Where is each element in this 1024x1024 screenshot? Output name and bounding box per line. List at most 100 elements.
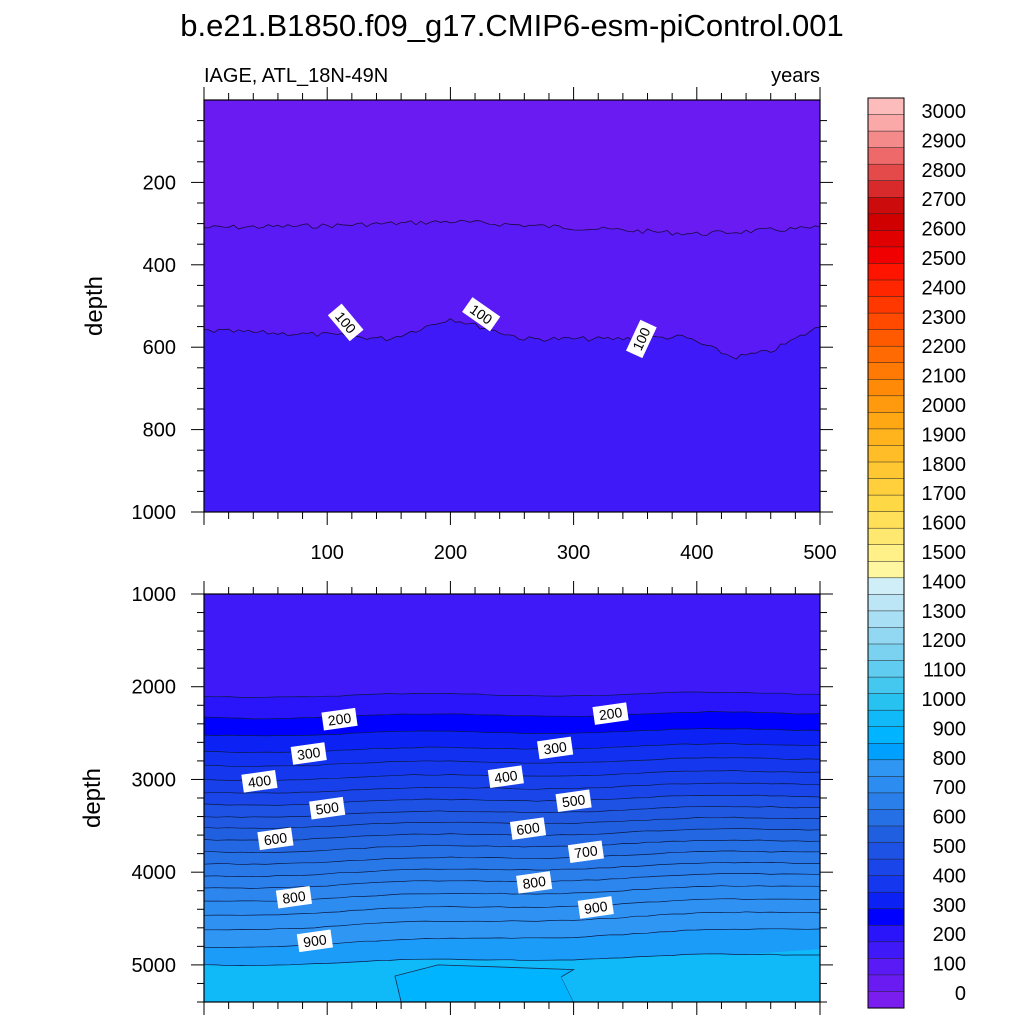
contour-label-text: 200 xyxy=(598,704,624,723)
colorbar-box xyxy=(867,958,905,976)
x-tick-label: 200 xyxy=(434,542,467,564)
colorbar-label: 0 xyxy=(955,983,966,1005)
colorbar-box xyxy=(867,594,905,612)
colorbar-box xyxy=(867,776,905,794)
colorbar-box xyxy=(867,279,905,298)
y-tick-label: 3000 xyxy=(132,769,177,791)
contour-label: 200 xyxy=(592,702,629,725)
colorbar-label: 1900 xyxy=(922,424,967,446)
colorbar-label: 2200 xyxy=(922,336,967,358)
colorbar-label: 1500 xyxy=(922,542,967,564)
contour-label: 800 xyxy=(275,885,313,909)
colorbar-box xyxy=(867,345,905,364)
colorbar-label: 1800 xyxy=(922,454,967,476)
colorbar-label: 1300 xyxy=(922,601,967,623)
colorbar-box xyxy=(867,428,905,447)
lower-contour-line xyxy=(203,794,821,806)
contour-label-box xyxy=(626,319,657,359)
contour-label: 500 xyxy=(309,796,346,820)
x-tick-label: 500 xyxy=(803,542,836,564)
colorbar-label: 600 xyxy=(933,807,966,829)
colorbar-box xyxy=(867,991,905,1009)
colorbar-label: 1600 xyxy=(922,513,967,535)
colorbar-box xyxy=(867,891,905,910)
colorbar-box xyxy=(867,197,905,215)
colorbar-label: 1700 xyxy=(922,483,967,505)
contour-label: 300 xyxy=(537,736,574,760)
colorbar-box xyxy=(867,908,905,926)
lower-contour-line xyxy=(203,782,820,794)
lower-band xyxy=(204,594,820,698)
contour-label: 600 xyxy=(509,817,547,840)
contour-label: 900 xyxy=(577,896,614,919)
colorbar-box xyxy=(867,296,905,314)
contour-label: 600 xyxy=(257,827,294,851)
y-tick-label: 2000 xyxy=(132,677,177,699)
colorbar-box xyxy=(867,660,905,678)
colorbar-box xyxy=(867,494,905,513)
y-tick-label: 4000 xyxy=(132,862,177,884)
contour-label-box xyxy=(321,707,358,731)
colorbar-label: 1100 xyxy=(923,660,966,682)
contour-label-box xyxy=(462,297,501,332)
contour-label: 700 xyxy=(567,840,605,864)
upper-contour-line xyxy=(203,318,821,360)
x-tick-label: 300 xyxy=(557,542,590,564)
lower-contour-line xyxy=(203,898,821,916)
lower-contour-line xyxy=(203,861,821,877)
colorbar-label: 1000 xyxy=(922,689,967,711)
colorbar-box xyxy=(867,676,905,695)
contour-label-box xyxy=(257,827,294,851)
contour-label-box xyxy=(567,840,605,864)
colorbar-label: 2500 xyxy=(922,248,967,270)
colorbar-box xyxy=(867,858,905,877)
colorbar-box xyxy=(867,577,905,595)
colorbar-box xyxy=(867,527,905,546)
contour-label-box xyxy=(296,929,333,953)
colorbar-box xyxy=(867,130,905,149)
colorbar: 0 100 200 300 400 500 600 700 800 900 1000 1100 1200… xyxy=(867,97,967,1009)
lower-contour-line xyxy=(204,911,821,931)
contour-label-text: 200 xyxy=(327,710,353,729)
colorbar-box xyxy=(867,792,905,811)
contour-label-text: 800 xyxy=(521,873,547,892)
colorbar-box xyxy=(867,743,905,761)
colorbar-label: 2900 xyxy=(922,130,967,152)
lower-panel: 200 200 300 300 400 400 500 500 600 600 700 800 800 9… xyxy=(132,581,833,1015)
colorbar-label: 2600 xyxy=(922,219,967,241)
lower-contour-line xyxy=(203,757,821,768)
colorbar-box xyxy=(867,213,905,231)
lower-contour-line xyxy=(203,711,821,720)
contour-label-text: 400 xyxy=(247,772,273,791)
colorbar-box xyxy=(867,180,905,198)
contour-label: 800 xyxy=(516,871,553,894)
colorbar-box xyxy=(867,395,905,413)
lower-contour-line xyxy=(203,691,821,698)
colorbar-box xyxy=(867,163,905,182)
colorbar-box xyxy=(867,693,905,711)
contour-label-box xyxy=(487,765,524,788)
colorbar-box xyxy=(867,627,905,645)
contour-label: 400 xyxy=(487,765,524,788)
colorbar-box xyxy=(867,842,905,860)
contour-label: 900 xyxy=(296,929,333,953)
contour-label-box xyxy=(509,817,547,840)
upper-band xyxy=(204,100,820,236)
contour-label-box xyxy=(577,896,614,919)
lower-contour-line xyxy=(203,728,821,737)
upper-left-string: IAGE, ATL_18N-49N xyxy=(204,65,388,87)
lower-contour-line xyxy=(203,953,820,967)
colorbar-box xyxy=(867,445,905,463)
lower-deep-patch xyxy=(394,964,575,1003)
lower-y-axis-label: depth xyxy=(79,768,106,828)
contour-label-box xyxy=(592,702,629,725)
contour-label-box xyxy=(555,789,592,813)
colorbar-box xyxy=(867,643,905,662)
colorbar-box xyxy=(867,263,905,281)
colorbar-box xyxy=(867,825,905,844)
colorbar-frame xyxy=(867,97,905,1009)
colorbar-label: 500 xyxy=(933,836,966,858)
contour-label: 300 xyxy=(290,742,327,765)
